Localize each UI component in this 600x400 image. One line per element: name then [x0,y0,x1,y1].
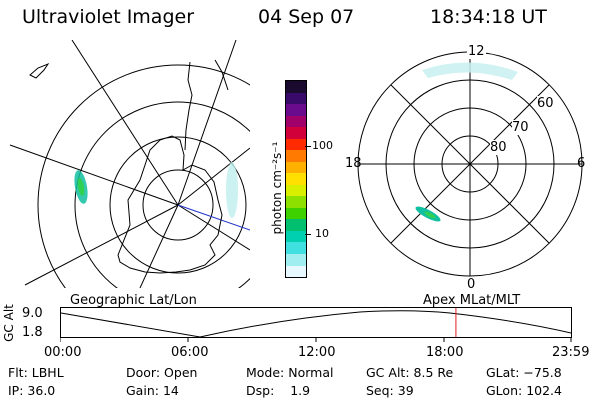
antarctica-coastline [117,135,223,274]
colorbar [285,80,307,278]
geographic-panel-label: Geographic Lat/Lon [70,293,197,308]
colorbar-tick-100: 100 [312,139,333,152]
aurora-core [77,178,85,196]
colorbar-segment [286,253,306,266]
mlt-polar-plot [357,51,583,277]
mlat-label-60: 60 [537,96,554,111]
timeline-axis-title-wrap: GC Alt [2,300,16,348]
timeline-axis-title: GC Alt [2,304,16,342]
aurora-faint [422,62,518,80]
island-coastline [29,62,50,79]
aurora-core [424,211,436,219]
colorbar-segment [286,265,306,278]
status-mode: Mode: Normal [246,365,334,380]
mlt-label-6: 6 [577,156,586,171]
colorbar-segment [286,115,306,128]
meridian-line [139,204,179,288]
status-glon: GLon: 102.4 [486,383,562,398]
mlat-label-70: 70 [512,120,529,135]
meridian-line [177,40,237,206]
timeline-y-max: 9.0 [22,306,43,321]
colorbar-segment [286,184,306,197]
colorbar-segment [286,242,306,254]
colorbar-segment [286,92,306,105]
status-glat: GLat: −75.8 [486,365,562,380]
meridian-line [177,204,250,251]
colorbar-segment [286,173,306,185]
status-door: Door: Open [126,365,198,380]
aurora-faint [226,162,238,218]
lat-circle-50 [37,64,250,288]
status-gain: Gain: 14 [126,383,179,398]
colorbar-segment [286,150,306,162]
timeline-x-label: 06:00 [171,345,209,360]
peninsula-coastline [184,61,193,151]
colorbar-segment [286,104,306,116]
colorbar-tick [305,234,311,235]
timeline-x-label: 23:59 [552,345,590,360]
geographic-map [9,40,250,288]
mlt-label-0: 0 [467,277,476,292]
colorbar-segment [286,219,306,231]
meridian-line [71,40,179,206]
status-filter: Flt: LBHL [8,365,64,380]
colorbar-segment [286,161,306,174]
colorbar-segment [286,127,306,139]
lat-circle-80 [142,169,214,241]
lat-circle-70 [109,136,247,274]
time-label: 18:34:18 UT [430,6,547,28]
colorbar-segment [286,207,306,220]
meridian-line [9,144,179,206]
mlt-label-12: 12 [467,44,486,59]
coastline [214,59,229,91]
lat-circle-60 [74,101,250,288]
satellite-track [177,204,250,231]
colorbar-segment [286,81,306,93]
timeline-x-label: 00:00 [44,345,82,360]
altitude-timeline[interactable] [60,307,574,342]
status-ip: IP: 36.0 [8,383,56,398]
altitude-curve [60,310,572,338]
mlt-panel-label: Apex MLat/MLT [423,293,521,308]
colorbar-tick [305,146,311,147]
meridian-line [24,204,179,286]
status-seq: Seq: 39 [366,383,414,398]
instrument-title: Ultraviolet Imager [22,6,195,28]
mlat-label-80: 80 [490,140,507,155]
timeline-frame [60,307,572,338]
colorbar-segment [286,138,306,151]
status-gc-alt: GC Alt: 8.5 Re [366,365,454,380]
mlt-label-18: 18 [345,156,362,171]
timeline-x-label: 12:00 [298,345,336,360]
meridian-line [177,147,250,206]
timeline-x-label: 18:00 [426,345,464,360]
colorbar-tick-10: 10 [315,227,329,240]
colorbar-segment [286,230,306,243]
date-label: 04 Sep 07 [258,6,355,28]
colorbar-segment [286,196,306,208]
timeline-y-min: 1.8 [22,325,43,340]
status-dsp: Dsp: 1.9 [246,383,311,398]
mlt-diagonal [390,84,550,244]
colorbar-unit-label: photon cm⁻²s⁻¹ [270,141,284,235]
